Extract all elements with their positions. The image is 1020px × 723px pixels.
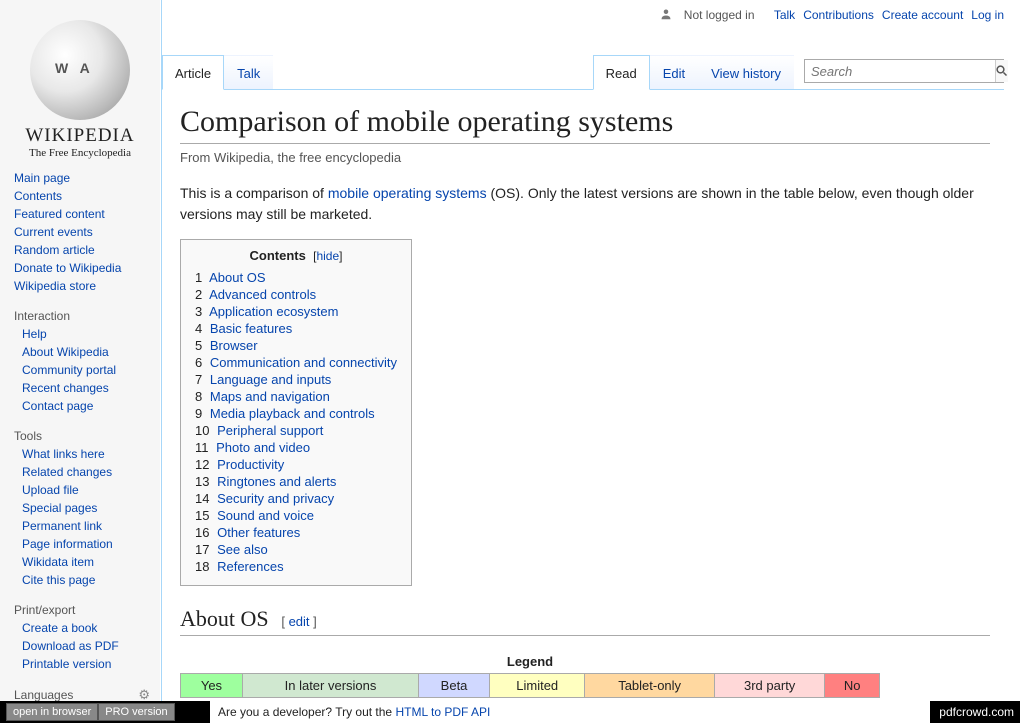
topbar-link[interactable]: Create account: [882, 8, 963, 22]
tab-article[interactable]: Article: [162, 55, 224, 90]
toc-item[interactable]: 18 References: [195, 558, 397, 575]
toc-item[interactable]: 13 Ringtones and alerts: [195, 473, 397, 490]
toc-item[interactable]: 16 Other features: [195, 524, 397, 541]
tab-edit[interactable]: Edit: [650, 55, 698, 89]
sidebar-item[interactable]: Donate to Wikipedia: [14, 261, 121, 275]
sidebar-item[interactable]: Main page: [14, 171, 70, 185]
topbar-link[interactable]: Contributions: [803, 8, 874, 22]
sidebar-heading: Interaction: [0, 303, 160, 325]
tab-view-history[interactable]: View history: [698, 55, 794, 89]
search-input[interactable]: [805, 62, 995, 81]
sidebar-item[interactable]: Page information: [22, 537, 113, 551]
sidebar-item[interactable]: Permanent link: [22, 519, 102, 533]
toc-item[interactable]: 12 Productivity: [195, 456, 397, 473]
sidebar-item[interactable]: Cite this page: [22, 573, 95, 587]
pdfcrowd-link[interactable]: pdfcrowd.com: [939, 705, 1014, 719]
toc-item[interactable]: 15 Sound and voice: [195, 507, 397, 524]
toc-item[interactable]: 5 Browser: [195, 337, 397, 354]
sidebar-item[interactable]: Contents: [14, 189, 62, 203]
legend-cell: Yes: [181, 674, 243, 698]
section-about-os: About OS [ edit ]: [180, 606, 990, 636]
legend-cell: No: [825, 674, 880, 698]
search-box[interactable]: [804, 59, 1004, 83]
legend-cell: Limited: [489, 674, 584, 698]
legend-caption: Legend: [180, 650, 880, 673]
sidebar-item[interactable]: Related changes: [22, 465, 112, 479]
not-logged-in-label: Not logged in: [684, 8, 755, 22]
toc-title: Contents: [250, 248, 306, 263]
sidebar-item[interactable]: What links here: [22, 447, 105, 461]
tab-read[interactable]: Read: [593, 55, 650, 90]
logo-tagline: The Free Encyclopedia: [10, 147, 150, 159]
toc-item[interactable]: 1 About OS: [195, 269, 397, 286]
mobile-os-link[interactable]: mobile operating systems: [328, 185, 487, 201]
legend-cell: In later versions: [242, 674, 418, 698]
legend-cell: Beta: [419, 674, 490, 698]
topbar-link[interactable]: Log in: [971, 8, 1004, 22]
intro-paragraph: This is a comparison of mobile operating…: [180, 183, 990, 225]
sidebar-item[interactable]: Download as PDF: [22, 639, 119, 653]
sidebar-item[interactable]: Community portal: [22, 363, 116, 377]
sidebar-item[interactable]: Wikidata item: [22, 555, 94, 569]
subtitle: From Wikipedia, the free encyclopedia: [180, 150, 990, 165]
topbar-link[interactable]: Talk: [774, 8, 795, 22]
legend-table: Legend YesIn later versionsBetaLimitedTa…: [180, 650, 880, 698]
toc-item[interactable]: 4 Basic features: [195, 320, 397, 337]
sidebar-item[interactable]: Printable version: [22, 657, 111, 671]
search-button[interactable]: [995, 60, 1008, 82]
legend-cell: Tablet-only: [585, 674, 714, 698]
sidebar-item[interactable]: Create a book: [22, 621, 97, 635]
toc-item[interactable]: 17 See also: [195, 541, 397, 558]
pro-version-button[interactable]: PRO version: [98, 703, 174, 721]
toc-hide-link[interactable]: hide: [316, 249, 339, 263]
page-title: Comparison of mobile operating systems: [180, 105, 990, 144]
toc-item[interactable]: 6 Communication and connectivity: [195, 354, 397, 371]
sidebar-item[interactable]: Featured content: [14, 207, 105, 221]
legend-cell: 3rd party: [714, 674, 825, 698]
sidebar-heading: Print/export: [0, 597, 160, 619]
open-in-browser-button[interactable]: open in browser: [6, 703, 98, 721]
toc-item[interactable]: 7 Language and inputs: [195, 371, 397, 388]
search-icon: [996, 65, 1008, 77]
toc-item[interactable]: 2 Advanced controls: [195, 286, 397, 303]
sidebar-item[interactable]: Contact page: [22, 399, 93, 413]
footer-mid: Are you a developer? Try out the HTML to…: [210, 701, 930, 723]
sidebar-item[interactable]: Upload file: [22, 483, 79, 497]
toc-item[interactable]: 11 Photo and video: [195, 439, 397, 456]
toc-item[interactable]: 8 Maps and navigation: [195, 388, 397, 405]
tab-talk[interactable]: Talk: [224, 55, 273, 89]
sidebar-item[interactable]: Recent changes: [22, 381, 109, 395]
logo-wordmark: WikipediA: [10, 125, 150, 147]
topbar: Not logged in Talk Contributions Create ac…: [660, 8, 1004, 22]
html-to-pdf-link[interactable]: HTML to PDF API: [395, 705, 490, 719]
logo[interactable]: WikipediA The Free Encyclopedia: [0, 20, 160, 159]
sidebar-item[interactable]: Help: [22, 327, 47, 341]
toc-item[interactable]: 3 Application ecosystem: [195, 303, 397, 320]
toc-item[interactable]: 9 Media playback and controls: [195, 405, 397, 422]
wikipedia-globe-icon: [30, 20, 130, 120]
table-of-contents: Contents [hide] 1 About OS2 Advanced con…: [180, 239, 412, 586]
sidebar-item[interactable]: About Wikipedia: [22, 345, 109, 359]
section-edit-link[interactable]: edit: [289, 614, 310, 629]
toc-item[interactable]: 14 Security and privacy: [195, 490, 397, 507]
sidebar-item[interactable]: Random article: [14, 243, 95, 257]
toc-item[interactable]: 10 Peripheral support: [195, 422, 397, 439]
sidebar-item[interactable]: Current events: [14, 225, 93, 239]
user-icon: [660, 8, 672, 20]
sidebar-item[interactable]: Wikipedia store: [14, 279, 96, 293]
sidebar-item[interactable]: Special pages: [22, 501, 97, 515]
sidebar-heading: Tools: [0, 423, 160, 445]
